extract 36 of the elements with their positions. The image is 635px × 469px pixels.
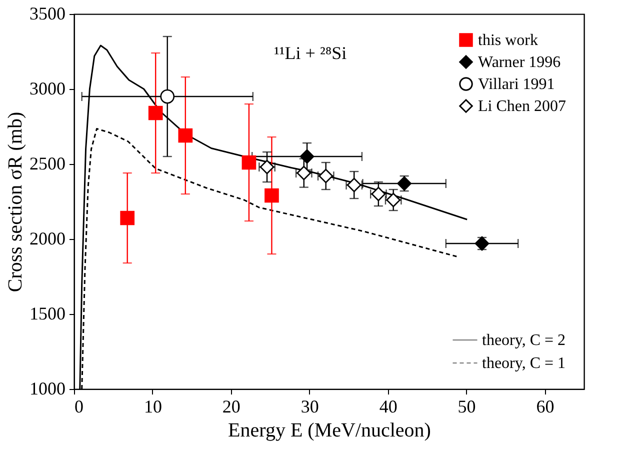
point: [318, 168, 334, 184]
point: [160, 89, 175, 104]
point: [178, 128, 193, 143]
y-tick-label: 3500: [30, 4, 66, 24]
point: [148, 106, 163, 120]
legend-label: Warner 1996: [478, 54, 561, 71]
point: [242, 155, 256, 170]
x-tick-label: 0: [74, 396, 84, 416]
point: [264, 188, 279, 203]
annotation: ¹¹Li + ²⁸Si: [274, 43, 347, 63]
x-tick-label: 10: [144, 396, 162, 416]
point: [371, 186, 386, 202]
text: theory, C = 2: [482, 332, 566, 349]
x-tick-label: 30: [300, 396, 319, 416]
point: [120, 210, 135, 226]
y-tick-label: 2000: [30, 228, 66, 248]
x-tick-label: 20: [222, 396, 240, 416]
legend-label: this work: [478, 32, 538, 49]
x-tick-label: 40: [379, 396, 398, 416]
legend-label: Li Chen 2007: [478, 98, 566, 115]
point: [296, 166, 312, 180]
y-tick-label: 1000: [30, 378, 66, 398]
y-tick-label: 3000: [30, 78, 66, 98]
legend-label: Villari 1991: [478, 76, 555, 93]
point: [474, 236, 490, 251]
y-axis-title: Cross section σR (mb): [4, 112, 26, 292]
x-tick-label: 60: [536, 396, 554, 416]
point: [397, 176, 412, 191]
y-tick-label: 1500: [30, 304, 66, 324]
point: [386, 192, 401, 208]
point: [260, 160, 274, 174]
point: [300, 149, 314, 164]
text: theory, C = 1: [482, 355, 566, 372]
x-tick-label: 50: [458, 396, 476, 416]
y-tick-label: 2500: [30, 154, 66, 174]
x-axis-title: Energy E (MeV/nucleon): [228, 420, 431, 442]
